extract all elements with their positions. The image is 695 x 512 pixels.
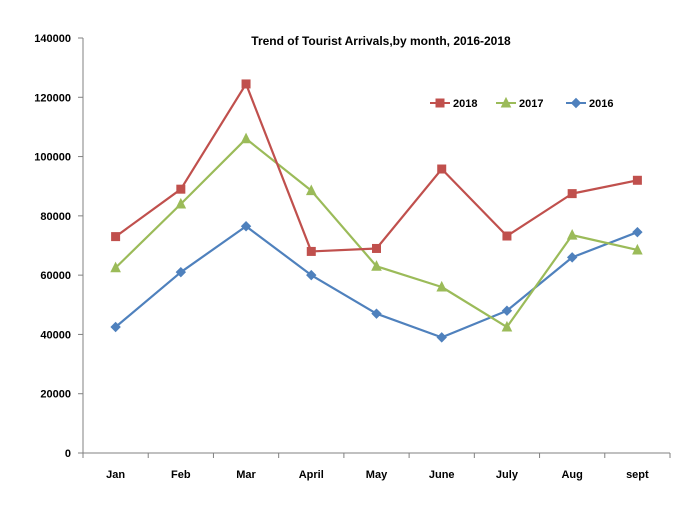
data-point-2017 — [566, 229, 578, 240]
y-axis-ticks: 0 20000 40000 60000 80000 100000 120000 140000 — [34, 33, 83, 460]
data-point-2017 — [110, 261, 121, 273]
legend-swatch-marker — [435, 98, 445, 108]
data-point-2018 — [502, 231, 512, 241]
data-point-2016 — [110, 321, 121, 333]
legend-label: 2016 — [589, 98, 613, 110]
series-line-2016 — [114, 225, 638, 339]
y-tick-label: 120000 — [34, 92, 71, 104]
chart-title: Trend of Tourist Arrivals,by month, 2016… — [251, 34, 511, 48]
data-point-2018 — [306, 246, 316, 256]
legend-item-2017: 2017 — [496, 96, 543, 110]
data-point-2016 — [632, 226, 643, 238]
legend-swatch-marker — [570, 97, 582, 109]
x-axis-ticks: Jan Feb Mar April May June July Aug sept — [82, 453, 671, 481]
y-tick-label: 80000 — [40, 211, 71, 223]
x-tick-label: sept — [626, 469, 649, 481]
legend-label: 2018 — [453, 98, 477, 110]
x-tick-label: July — [496, 469, 519, 481]
x-tick-label: Jan — [106, 469, 125, 481]
data-point-2018 — [241, 79, 251, 89]
data-point-2016 — [240, 221, 252, 232]
data-point-2016 — [371, 308, 382, 319]
y-tick-label: 20000 — [40, 389, 71, 401]
data-point-2017 — [175, 197, 187, 209]
legend-item-2016: 2016 — [566, 97, 613, 110]
data-point-2018 — [632, 175, 642, 185]
data-point-2017 — [436, 280, 448, 292]
data-point-2016 — [566, 252, 578, 263]
data-point-2018 — [372, 243, 381, 253]
y-tick-label: 0 — [65, 448, 71, 460]
axes — [82, 38, 670, 454]
data-point-2017 — [240, 132, 252, 144]
x-tick-label: Aug — [561, 469, 582, 481]
x-tick-label: Feb — [171, 469, 191, 481]
legend-item-2018: 2018 — [430, 98, 477, 110]
data-point-2017 — [305, 184, 317, 196]
legend-label: 2017 — [519, 98, 543, 110]
x-tick-label: April — [299, 469, 324, 481]
data-point-2018 — [567, 189, 577, 199]
data-point-2016 — [306, 269, 317, 281]
y-tick-label: 60000 — [40, 270, 71, 282]
data-point-2017 — [501, 320, 513, 332]
legend: 2018 2017 2016 — [430, 96, 613, 110]
data-point-2016 — [436, 332, 447, 343]
data-point-2018 — [176, 184, 186, 194]
y-tick-label: 140000 — [34, 33, 71, 45]
series-layer — [110, 79, 643, 343]
data-point-2016 — [175, 266, 187, 278]
legend-swatch-marker — [500, 96, 512, 108]
data-point-2017 — [371, 260, 382, 271]
series-2018 — [111, 79, 642, 256]
x-tick-label: May — [366, 469, 388, 481]
x-tick-label: Mar — [236, 469, 256, 481]
y-tick-label: 40000 — [40, 329, 71, 341]
y-tick-label: 100000 — [34, 152, 71, 164]
series-line-2018 — [114, 82, 638, 253]
data-point-2018 — [437, 164, 447, 174]
data-point-2017 — [632, 243, 643, 255]
x-tick-label: June — [429, 469, 455, 481]
data-point-2018 — [111, 232, 121, 242]
data-point-2016 — [501, 305, 513, 316]
series-2016 — [110, 221, 643, 343]
series-2017 — [110, 132, 643, 332]
